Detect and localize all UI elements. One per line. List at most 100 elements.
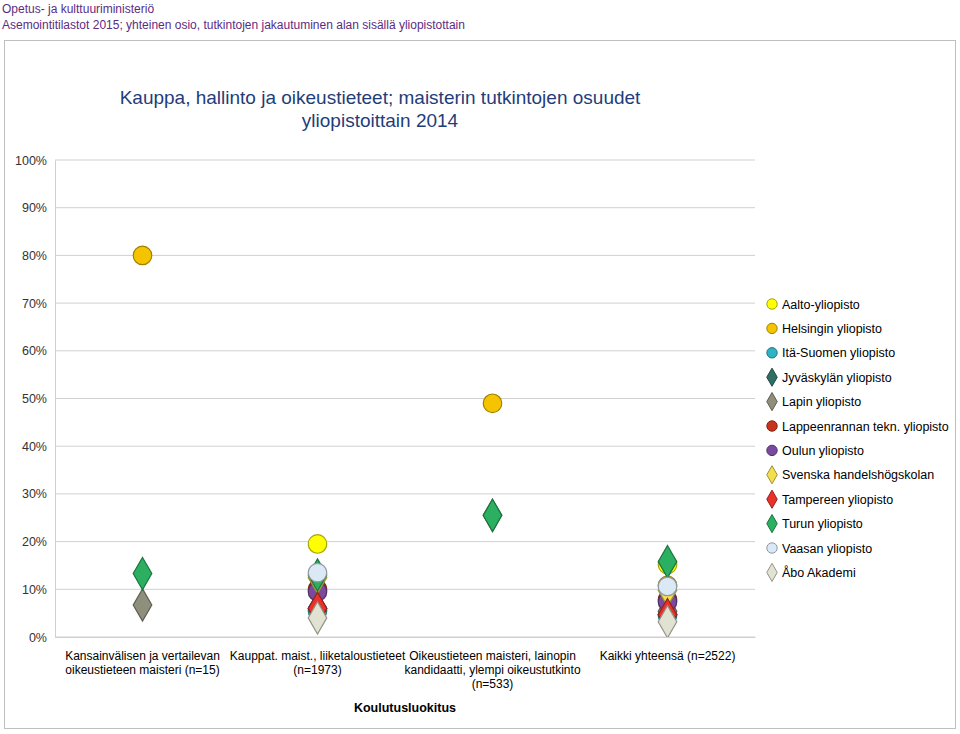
- legend-item: Oulun yliopisto: [767, 444, 864, 458]
- y-tick: 40%: [22, 440, 55, 454]
- x-tick: Kansainvälisen ja vertailevanoikeustiete…: [65, 637, 220, 677]
- y-tick-label: 30%: [22, 487, 47, 501]
- legend-marker: [767, 299, 777, 309]
- legend-marker: [767, 393, 777, 411]
- x-tick-label: Kaikki yhteensä (n=2522): [600, 649, 736, 663]
- chart-title: Kauppa, hallinto ja oikeustieteet; maist…: [120, 87, 641, 131]
- point: [308, 559, 327, 591]
- y-tick: 0%: [29, 631, 55, 645]
- legend-item: Helsingin yliopisto: [767, 322, 882, 336]
- legend-label: Tampereen yliopisto: [782, 493, 893, 507]
- x-tick-label: Oikeustieteen maisteri, lainopinkandidaa…: [404, 649, 580, 692]
- legend-marker: [767, 490, 777, 508]
- grid-line: [55, 541, 755, 542]
- y-tick-label: 60%: [22, 344, 47, 358]
- y-tick-label: 10%: [22, 583, 47, 597]
- point: [308, 602, 327, 634]
- legend: Aalto-yliopisto Helsingin yliopisto Itä-Su…: [767, 298, 949, 582]
- grid-line: [55, 398, 755, 399]
- legend-marker: [767, 323, 777, 333]
- grid-line: [55, 255, 755, 256]
- point: [658, 577, 677, 596]
- legend-item: Tampereen yliopisto: [767, 490, 893, 508]
- legend-label: Lapin yliopisto: [782, 395, 861, 409]
- y-tick-label: 70%: [22, 297, 47, 311]
- point: [133, 589, 152, 621]
- legend-label: Turun yliopisto: [782, 517, 863, 531]
- y-tick-label: 90%: [22, 201, 47, 215]
- grid: [55, 160, 755, 637]
- y-tick: 80%: [22, 249, 55, 263]
- legend-label: Itä-Suomen yliopisto: [782, 346, 895, 360]
- text-line: yliopistoittain 2014: [302, 110, 459, 131]
- x-axis-title: Koulutusluokitus: [354, 701, 456, 715]
- legend-marker: [767, 348, 777, 358]
- legend-label: Svenska handelshögskolan: [782, 468, 934, 482]
- grid-line: [55, 493, 755, 494]
- y-tick: 100%: [15, 154, 55, 168]
- grid-line: [55, 589, 755, 590]
- y-axis-line: [55, 161, 56, 638]
- text-line: (n=533): [472, 677, 514, 691]
- point: [483, 499, 502, 531]
- header-note: Asemointitilastot 2015; yhteinen osio, t…: [2, 18, 465, 32]
- chart-svg: Opetus- ja kulttuuriministeriö Asemointit…: [0, 0, 960, 734]
- text-line: Oikeustieteen maisteri, lainopin: [409, 649, 576, 663]
- x-tick: Kaikki yhteensä (n=2522): [600, 637, 736, 663]
- legend-item: Svenska handelshögskolan: [767, 466, 934, 484]
- y-tick-label: 80%: [22, 249, 47, 263]
- point: [658, 546, 677, 578]
- y-tick-label: 100%: [15, 154, 47, 168]
- header-note: Opetus- ja kulttuuriministeriö: [2, 2, 154, 16]
- legend-label: Aalto-yliopisto: [782, 298, 860, 312]
- legend-item: Lapin yliopisto: [767, 393, 862, 411]
- y-tick-label: 0%: [29, 631, 47, 645]
- y-tick: 20%: [22, 535, 55, 549]
- legend-marker: [767, 445, 777, 455]
- legend-label: Lappeenrannan tekn. yliopisto: [782, 420, 949, 434]
- text-line: oikeustieteen maisteri (n=15): [65, 663, 219, 677]
- legend-marker: [767, 421, 777, 431]
- y-tick: 10%: [22, 583, 55, 597]
- y-axis: 0% 10% 20% 30% 40% 50% 60% 70% 80% 90% 100%: [15, 154, 55, 645]
- grid-line: [55, 207, 755, 208]
- x-tick-label: Kauppat. maist., liiketaloustieteet(n=19…: [230, 649, 406, 677]
- x-tick: Kauppat. maist., liiketaloustieteet(n=19…: [230, 637, 406, 677]
- point: [308, 535, 327, 554]
- legend-marker: [767, 466, 777, 484]
- point: [133, 246, 152, 265]
- legend-item: Vaasan yliopisto: [767, 542, 872, 556]
- text-line: Kauppa, hallinto ja oikeustieteet; maist…: [120, 87, 641, 108]
- legend-label: Oulun yliopisto: [782, 444, 864, 458]
- legend-label: Helsingin yliopisto: [782, 322, 882, 336]
- y-tick: 90%: [22, 201, 55, 215]
- legend-item: Jyväskylän yliopisto: [767, 368, 892, 386]
- point: [658, 606, 677, 637]
- y-tick: 60%: [22, 344, 55, 358]
- text-line: Kansainvälisen ja vertailevan: [65, 649, 220, 663]
- point: [133, 557, 152, 589]
- text-line: Kaikki yhteensä (n=2522): [600, 649, 736, 663]
- y-tick: 30%: [22, 487, 55, 501]
- grid-line: [55, 446, 755, 447]
- legend-label: Vaasan yliopisto: [782, 542, 872, 556]
- point: [658, 576, 677, 595]
- point: [308, 563, 327, 582]
- legend-item: Itä-Suomen yliopisto: [767, 346, 896, 360]
- chart-frame: [5, 41, 956, 729]
- legend-item: Åbo Akademi: [767, 563, 856, 581]
- legend-label: Åbo Akademi: [782, 565, 856, 580]
- grid-line: [55, 160, 755, 161]
- y-tick: 70%: [22, 297, 55, 311]
- y-tick: 50%: [22, 392, 55, 406]
- legend-label: Jyväskylän yliopisto: [782, 371, 892, 385]
- text-line: (n=1973): [293, 663, 341, 677]
- x-axis-line: [56, 637, 756, 638]
- text-line: kandidaatti, ylempi oikeustutkinto: [404, 663, 580, 677]
- marks: [133, 246, 677, 637]
- legend-item: Lappeenrannan tekn. yliopisto: [767, 420, 949, 434]
- y-tick-label: 50%: [22, 392, 47, 406]
- grid-line: [55, 637, 755, 638]
- legend-item: Turun yliopisto: [767, 515, 863, 533]
- text-line: Kauppat. maist., liiketaloustieteet: [230, 649, 406, 663]
